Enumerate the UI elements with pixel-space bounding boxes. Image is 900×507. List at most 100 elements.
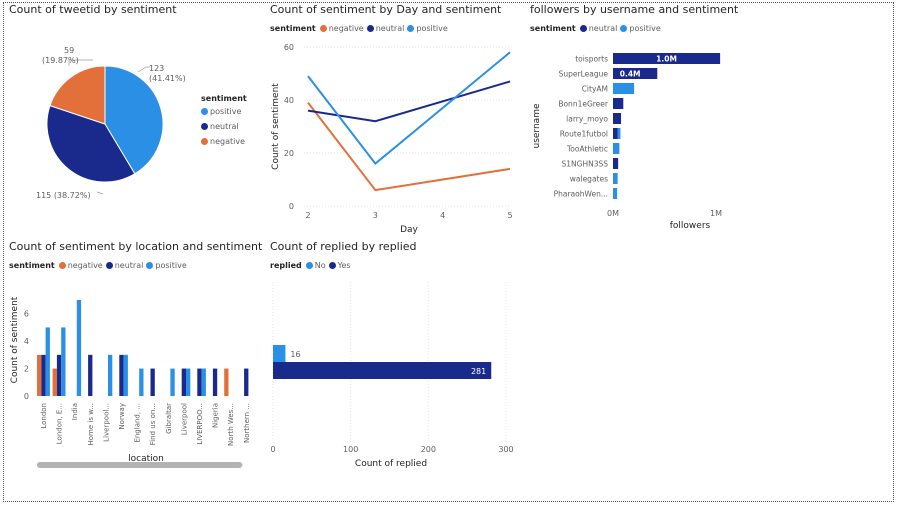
line-visual[interactable]: Count of sentiment by Day and sentiment … [270,3,525,235]
followers-title: followers by username and sentiment [530,3,739,16]
location-bar-positive [108,354,113,396]
replied-title: Count of replied by replied [270,240,417,253]
followers-xtick: 0M [607,209,619,218]
followers-category-label: PharaohWen... [554,190,608,199]
followers-category-label: toisports [575,55,608,64]
location-legend-positive[interactable]: positive [146,261,187,270]
followers-xlabel: followers [670,221,711,231]
replied-legend-no-label: No [314,261,326,270]
replied-legend-title: replied [270,261,302,270]
followers-legend-title: sentiment [530,24,576,33]
line-series-neutral [307,80,511,123]
pie-legend-neutral-label: neutral [210,122,239,131]
pie-slice-negative [49,65,106,125]
location-bar-neutral [244,368,249,396]
replied-data-label: 16 [290,350,300,359]
pie-visual[interactable]: Count of tweetid by sentiment 123 (41.41%… [9,3,259,228]
followers-category-label: larry_moyo [566,115,608,124]
location-bar-positive [139,368,144,396]
pie-leader-line [137,66,150,73]
line-chart: 0 20 40 60 2 3 4 5 Day Count of sentiment [271,43,513,235]
replied-bar-no [273,345,286,362]
pie-data-label: (41.41%) [149,74,186,83]
followers-legend-positive[interactable]: positive [620,24,661,33]
followers-visual[interactable]: followers by username and sentiment sent… [530,3,770,233]
legend-dot-negative [201,138,208,145]
location-legend-neutral[interactable]: neutral [105,261,143,270]
location-visual[interactable]: Count of sentiment by location and senti… [9,240,262,472]
line-legend-negative-label: negative [328,24,364,33]
followers-bar-neutral [613,68,658,79]
location-category-label: Home is w... [87,403,95,445]
line-ytick: 20 [284,149,294,158]
location-bar-positive [76,300,82,396]
legend-dot-yes [328,262,336,269]
line-legend-positive-label: positive [416,24,448,33]
location-bar-positive [61,327,66,396]
location-scrollbar[interactable] [37,462,243,468]
replied-xtick: 200 [421,445,436,454]
location-scrollbar-thumb[interactable] [37,462,242,468]
pie-data-label: 59 [64,46,74,55]
location-category-label: Gibraltar [165,403,173,434]
followers-legend-neutral-label: neutral [588,24,618,33]
pie-data-label: 123 [149,64,164,73]
pie-leader-line [96,191,104,195]
pie-slice-neutral [46,104,136,183]
legend-dot-negative [58,262,66,269]
location-category-label: Liverpool [180,403,188,435]
pie-legend-positive-label: positive [210,107,242,116]
location-bar-neutral [56,354,62,396]
followers-bar-neutral [613,98,624,109]
location-bar-neutral [197,368,202,396]
location-category-label: England, ... [134,403,142,443]
replied-xtick: 300 [498,445,513,454]
location-bar-neutral [41,354,46,396]
location-chart: 0 2 4 6 London London, E... India Home is w... L… [10,296,259,464]
line-ytick: 40 [284,96,294,105]
location-legend-title: sentiment [9,261,55,270]
followers-chart: toisports 1.0M SuperLeague 0.4M CityAM Bonn1e… [532,53,722,231]
replied-visual[interactable]: Count of replied by replied replied No Y… [270,240,525,472]
location-category-label: Northern ... [243,403,251,443]
replied-legend-no[interactable]: No [305,261,326,270]
location-category-label: LIVERPOO... [196,403,204,445]
followers-bar-positive [613,83,635,94]
location-bar-positive [45,327,50,396]
line-legend-negative[interactable]: negative [319,24,364,33]
followers-bar-neutral [613,113,622,124]
legend-dot-positive [407,25,415,32]
legend-dot-positive [146,262,154,269]
location-category-label: London [40,403,48,429]
location-category-label: Nigeria [212,403,220,428]
pie-legend-negative-label: negative [210,137,245,146]
location-legend-negative[interactable]: negative [58,261,103,270]
legend-dot-no [305,262,313,269]
pie-legend: sentiment positive neutral negative [201,94,247,152]
location-category-label: North Wes... [227,403,235,446]
legend-dot-positive [620,25,628,32]
legend-dot-negative [319,25,327,32]
followers-category-label: S1NGHN3SS [562,160,609,169]
location-legend-negative-label: negative [67,261,103,270]
pie-legend-positive[interactable]: positive [201,107,247,116]
pie-legend-negative[interactable]: negative [201,137,247,146]
replied-legend-yes[interactable]: Yes [328,261,351,270]
followers-legend-positive-label: positive [629,24,661,33]
followers-category-label: TooAthletic [566,145,608,154]
followers-bar-neutral [613,128,618,139]
replied-legend: replied No Yes [270,261,354,270]
line-xtick: 5 [507,211,512,220]
replied-xtick: 100 [343,445,358,454]
replied-bar-yes [273,362,492,379]
line-legend: sentiment negative neutral positive [270,24,451,33]
location-ytick: 6 [24,310,29,319]
pie-legend-neutral[interactable]: neutral [201,122,247,131]
legend-dot-neutral [366,25,374,32]
replied-data-label: 281 [471,367,486,376]
location-bar-neutral [181,368,186,396]
line-legend-positive[interactable]: positive [407,24,448,33]
followers-legend-neutral[interactable]: neutral [579,24,618,33]
line-ylabel: Count of sentiment [271,83,281,170]
line-legend-neutral[interactable]: neutral [366,24,404,33]
